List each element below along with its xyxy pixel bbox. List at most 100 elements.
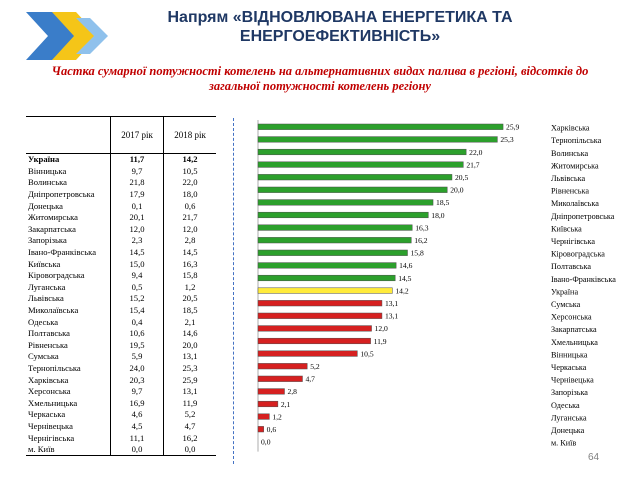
value-2018-cell: 21,7	[182, 212, 198, 223]
bar	[257, 325, 372, 332]
region-name-cell: Рівненська	[26, 339, 111, 352]
bar	[257, 237, 412, 244]
value-2018-cell: 0,6	[184, 200, 196, 211]
table-row: Закарпатська 12,0 12,0	[26, 223, 216, 236]
value-2017-cell: 20,3	[110, 374, 164, 386]
category-label: Сумська	[551, 300, 581, 309]
table-row: Волинська 21,8 22,0	[26, 177, 216, 189]
category-label: Черкаська	[551, 363, 587, 372]
bar	[257, 413, 270, 420]
bar-value-label: 18,5	[436, 198, 449, 207]
value-2018-cell: 22,0	[182, 177, 198, 188]
table-row: Тернопільська 24,0 25,3	[26, 362, 216, 375]
value-2018-cell: 18,5	[182, 305, 198, 316]
table-row: Полтавська 10,6 14,6	[26, 327, 216, 340]
value-2018-cell: 14,5	[182, 247, 198, 258]
region-name-cell: Волинська	[26, 177, 111, 189]
category-label: Хмельницька	[551, 338, 598, 347]
value-2018-cell: 2,8	[184, 235, 196, 246]
bar	[257, 363, 308, 370]
region-name-cell: Кіровоградська	[26, 269, 111, 282]
value-2018-cell: 12,0	[182, 223, 198, 234]
bar-value-label: 18,0	[431, 211, 444, 220]
value-2017-cell: 15,4	[110, 304, 164, 317]
value-2017-cell: 9,4	[110, 269, 164, 282]
bar-value-label: 5,2	[310, 362, 320, 371]
bar-value-label: 15,8	[410, 249, 423, 258]
value-2017-cell: 11,7	[110, 153, 164, 166]
page-title: Напрям «ВІДНОВЛЮВАНА ЕНЕРГЕТИКА ТА ЕНЕРГ…	[167, 9, 513, 45]
region-name-cell: Вінницька	[26, 165, 111, 178]
value-2017-cell: 14,5	[110, 246, 164, 259]
bar-value-label: 13,1	[385, 299, 398, 308]
category-label: Тернопільська	[551, 136, 602, 145]
table-row: Луганська 0,5 1,2	[26, 281, 216, 294]
table-row: Миколаївська 15,4 18,5	[26, 304, 216, 317]
bar-value-label: 11,9	[374, 337, 387, 346]
bar	[257, 148, 467, 156]
value-2018-cell: 25,9	[182, 374, 198, 385]
category-label: Кіровоградська	[551, 250, 605, 259]
region-name-cell: Сумська	[26, 351, 111, 363]
table-row: Сумська 5,9 13,1	[26, 351, 216, 363]
bar-value-label: 16,2	[414, 236, 427, 245]
bar	[257, 161, 464, 168]
region-name-cell: Чернігівська	[26, 432, 111, 444]
bar	[257, 388, 285, 395]
table-row: Україна 11,7 14,2	[26, 153, 216, 166]
value-2018-cell: 20,5	[182, 293, 198, 304]
bar-value-label: 14,5	[398, 274, 411, 283]
region-name-cell: Львівська	[26, 293, 111, 305]
table-row: Черкаська 4,6 5,2	[26, 409, 216, 421]
bar	[257, 224, 413, 231]
value-2017-cell: 0,0	[110, 443, 164, 457]
bar	[257, 300, 383, 307]
region-name-cell: Івано-Франківська	[26, 246, 111, 259]
region-name-cell: Черкаська	[26, 409, 111, 421]
bar-value-label: 21,7	[466, 160, 479, 169]
category-label: Луганська	[551, 413, 587, 422]
value-2017-cell: 11,1	[110, 432, 164, 444]
category-label: Закарпатська	[551, 325, 597, 334]
table-row: Чернівецька 4,5 4,7	[26, 420, 216, 433]
category-label: Чернігівська	[551, 237, 595, 246]
bar	[257, 426, 264, 433]
value-2017-cell: 0,4	[110, 316, 164, 328]
value-2017-cell: 20,1	[110, 211, 164, 224]
value-2018-cell: 5,2	[184, 409, 196, 420]
value-2018-cell: 10,5	[182, 165, 198, 176]
header-2017: 2017 рік	[110, 116, 164, 154]
bar-value-label: 1,2	[272, 412, 282, 421]
table-row: Хмельницька 16,9 11,9	[26, 397, 216, 410]
value-2017-cell: 24,0	[110, 362, 164, 375]
bar-value-label: 20,0	[450, 186, 463, 195]
value-2018-cell: 15,8	[182, 270, 198, 281]
bar-value-label: 2,8	[287, 387, 297, 396]
bar	[257, 400, 279, 408]
header-2018: 2018 рік	[163, 116, 216, 154]
page-number: 64	[588, 452, 600, 463]
category-label: Вінницька	[551, 350, 588, 359]
category-label: Рівненська	[551, 187, 589, 196]
region-name-cell: Україна	[26, 153, 111, 166]
value-2017-cell: 2,3	[110, 235, 164, 247]
value-2017-cell: 9,7	[110, 385, 164, 398]
logo-chevron-light	[76, 18, 108, 54]
value-2017-cell: 19,5	[110, 339, 164, 352]
header-region	[26, 116, 111, 154]
bar-value-label: 2,1	[281, 400, 291, 409]
bar-value-label: 0,0	[261, 438, 271, 447]
value-2017-cell: 17,9	[110, 188, 164, 201]
value-2018-cell: 13,1	[182, 351, 198, 362]
value-2018-cell: 0,0	[163, 443, 216, 457]
value-2018-cell: 4,7	[184, 420, 196, 431]
region-name-cell: Харківська	[26, 374, 111, 386]
table-row: Вінницька 9,7 10,5	[26, 165, 216, 178]
table-row: Одеська 0,4 2,1	[26, 316, 216, 328]
bar-value-label: 16,3	[415, 223, 428, 232]
value-2017-cell: 10,6	[110, 327, 164, 340]
region-name-cell: Хмельницька	[26, 397, 111, 410]
category-label: Київська	[551, 224, 582, 233]
region-name-cell: Одеська	[26, 316, 111, 328]
category-label: Херсонська	[551, 313, 592, 322]
